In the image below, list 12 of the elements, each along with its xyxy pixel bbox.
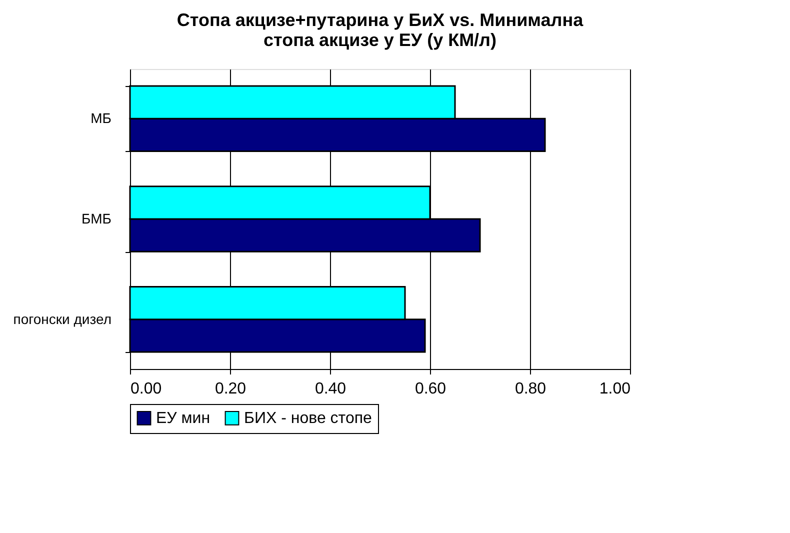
y-tick-label: БМБ [81,210,112,226]
x-tick-label: 0.40 [314,380,346,398]
y-tick-label: погонски дизел [13,310,112,327]
legend-label: БИХ - нове стопе [244,410,372,428]
x-tick-label: 0.80 [514,380,546,398]
y-tick-label: МБ [90,110,112,126]
legend-label: ЕУ мин [156,410,210,428]
x-tick-label: 0.00 [130,380,162,398]
chart-title: Стопа акцизе+путарина у БиХ vs. Минимална стопа акцизе у ЕУ (у КМ/л) [176,10,584,50]
x-tick-label: 0.60 [414,380,446,398]
x-tick-label: 1.00 [599,380,631,398]
x-tick-label: 0.20 [214,380,246,398]
